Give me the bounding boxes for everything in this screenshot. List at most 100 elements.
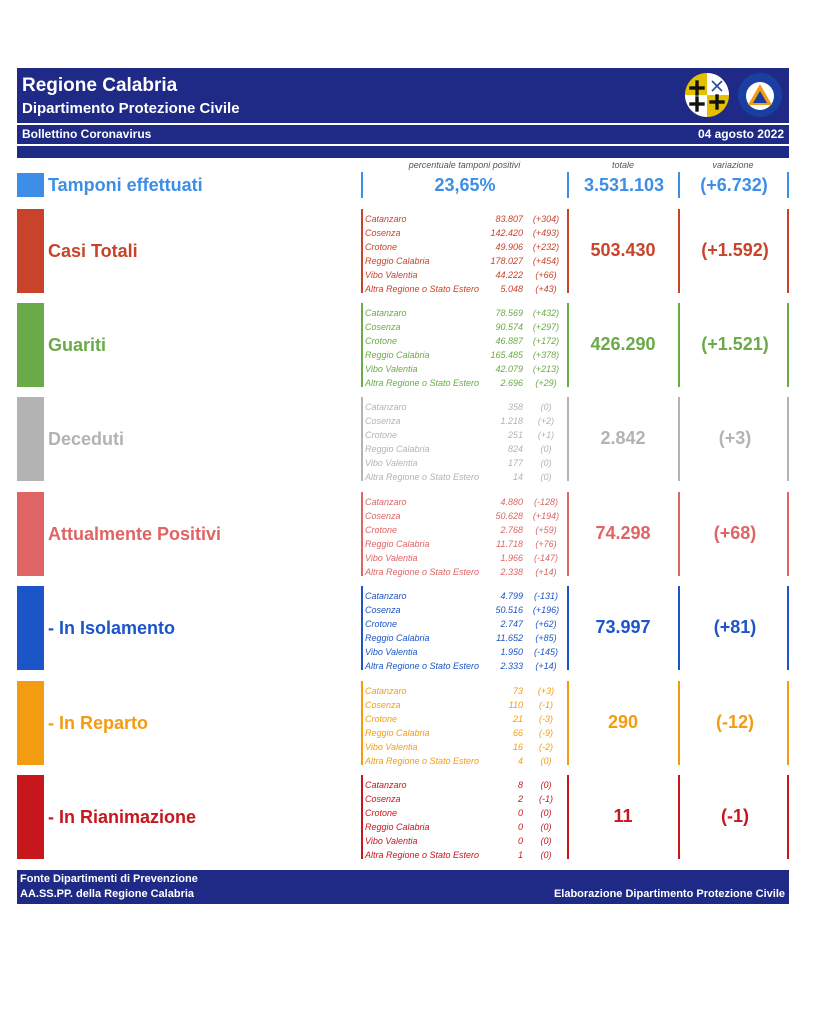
province-name: Cosenza [365,416,401,426]
province-delta: (0) [540,850,552,860]
province-delta: (+297) [532,322,560,332]
footer-banner: Fonte Dipartimenti di Prevenzione AA.SS.… [17,870,789,904]
section-variation: (-12) [715,712,754,732]
province-delta: (0) [540,836,552,846]
protezione-civile-logo-icon [738,73,782,117]
province-value: 11.652 [496,633,523,643]
list-item: Reggio Calabria 0 (0) [365,820,565,834]
province-delta: (-147) [533,553,558,563]
list-item: Altra Regione o Stato Estero 1 (0) [365,848,565,862]
province-name: Vibo Valentia [365,553,418,563]
divider [787,303,789,387]
list-item: Vibo Valentia 1.966 (-147) [365,551,565,565]
province-value: 2.333 [500,661,523,671]
province-name: Reggio Calabria [365,728,430,738]
province-name: Cosenza [365,794,401,804]
province-value: 1 [517,850,523,860]
province-delta: (-145) [533,647,558,657]
list-item: Vibo Valentia 42.079 (+213) [365,362,565,376]
section-total: 2.842 [600,428,646,448]
tamponi-color-swatch [17,173,44,197]
list-item: Altra Regione o Stato Estero 4 (0) [365,754,565,768]
province-value: 66 [512,728,523,738]
province-list: Catanzaro 78.569 (+432) Cosenza 90.574 (+297)… [361,303,571,388]
province-value: 4.799 [500,591,523,601]
province-delta: (-128) [533,497,558,507]
province-value: 1.950 [500,647,523,657]
section-0: Casi Totali Catanzaro 83.807 (+304) Cosenza 1… [17,209,789,296]
footer-credit: Elaborazione Dipartimento Protezione Civ… [553,888,785,900]
province-name: Cosenza [365,605,401,615]
province-value: 4 [517,756,523,766]
province-value: 2.768 [500,525,523,535]
province-name: Reggio Calabria [365,633,430,643]
province-name: Vibo Valentia [365,270,418,280]
list-item: Catanzaro 78.569 (+432) [365,306,565,320]
province-value: 177 [507,458,523,468]
list-item: Altra Regione o Stato Estero 5.048 (+43) [365,282,565,296]
province-delta: (-1) [539,794,553,804]
divider [787,172,789,198]
province-name: Reggio Calabria [365,256,430,266]
province-value: 50.628 [495,511,523,521]
section-color-bar [17,681,44,765]
province-value: 78.569 [495,308,523,318]
province-value: 2.338 [500,567,523,577]
section-color-bar [17,586,44,670]
tamponi-label: Tamponi effettuati [48,175,203,195]
province-name: Vibo Valentia [365,647,418,657]
list-item: Altra Regione o Stato Estero 2.333 (+14) [365,659,565,673]
section-color-bar [17,492,44,576]
list-item: Reggio Calabria 66 (-9) [365,726,565,740]
list-item: Vibo Valentia 0 (0) [365,834,565,848]
footer-source-line2: AA.SS.PP. della Regione Calabria [20,888,195,900]
province-name: Reggio Calabria [365,444,430,454]
province-delta: (+43) [535,284,557,294]
province-name: Catanzaro [365,686,407,696]
province-value: 83.807 [495,214,523,224]
tamponi-percent: 23,65% [434,175,496,195]
province-value: 4.880 [500,497,523,507]
section-variation: (-1) [721,806,749,826]
pct-column-header: percentuale tamponi positivi [408,160,521,170]
province-value: 73 [512,686,523,696]
bulletin-title: Bollettino Coronavirus [22,127,152,141]
province-name: Crotone [365,336,398,346]
province-name: Crotone [365,619,398,629]
province-name: Vibo Valentia [365,458,418,468]
province-value: 0 [517,836,523,846]
divider [567,303,569,387]
province-value: 49.906 [495,242,523,252]
province-delta: (+378) [532,350,560,360]
list-item: Cosenza 142.420 (+493) [365,226,565,240]
list-item: Reggio Calabria 11.718 (+76) [365,537,565,551]
province-delta: (+493) [532,228,560,238]
province-name: Cosenza [365,700,401,710]
province-name: Catanzaro [365,591,407,601]
province-list: Catanzaro 4.799 (-131) Cosenza 50.516 (+196) C… [361,586,571,673]
list-item: Cosenza 1.218 (+2) [365,414,565,428]
divider [787,397,789,481]
province-name: Altra Regione o Stato Estero [365,567,480,577]
province-name: Crotone [365,430,398,440]
province-name: Altra Regione o Stato Estero [365,378,480,388]
section-1: Guariti Catanzaro 78.569 (+432) Cosenza 90.57… [17,303,789,388]
province-delta: (+14) [535,567,557,577]
province-name: Altra Regione o Stato Estero [365,472,480,482]
province-value: 0 [517,822,523,832]
divider [567,172,569,198]
section-label: Casi Totali [48,241,138,261]
province-value: 165.485 [490,350,523,360]
section-4: - In Isolamento Catanzaro 4.799 (-131) Cosen… [17,586,789,673]
province-delta: (+3) [537,686,555,696]
list-item: Reggio Calabria 824 (0) [365,442,565,456]
section-variation: (+1.521) [701,334,769,354]
province-value: 8 [517,780,523,790]
section-total: 74.298 [595,523,651,543]
list-item: Crotone 2.768 (+59) [365,523,565,537]
province-delta: (+29) [535,378,557,388]
section-total: 11 [613,806,633,826]
divider [361,172,363,198]
total-column-header: totale [611,160,635,170]
province-delta: (+1) [537,430,555,440]
